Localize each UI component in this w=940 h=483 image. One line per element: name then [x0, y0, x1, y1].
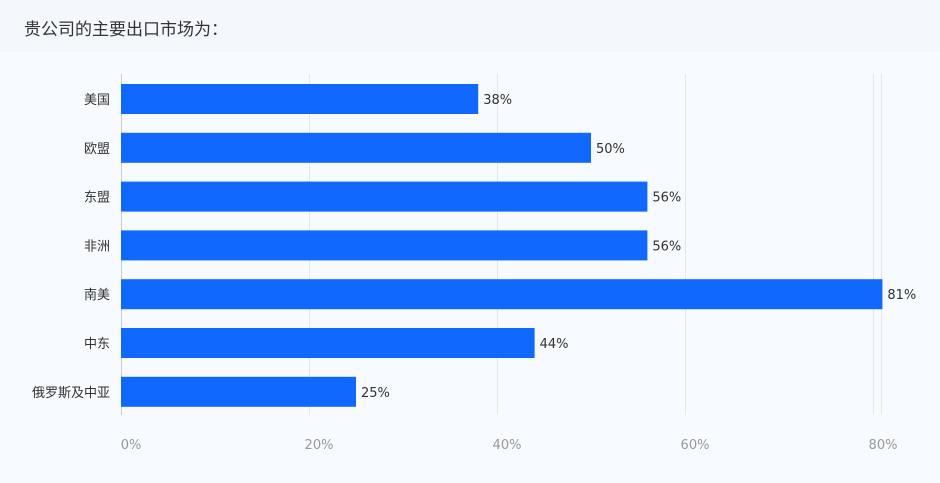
- value-label: 44%: [540, 337, 569, 352]
- x-tick-label: 40%: [493, 438, 522, 453]
- question-title: 贵公司的主要出口市场为：: [24, 20, 228, 40]
- category-label: 中东: [84, 337, 110, 352]
- category-label: 欧盟: [84, 142, 110, 157]
- value-label: 56%: [652, 191, 681, 206]
- category-label: 非洲: [84, 239, 110, 254]
- bar: [121, 132, 591, 163]
- value-label: 81%: [887, 288, 916, 303]
- bar: [121, 376, 356, 407]
- value-label: 38%: [483, 93, 512, 108]
- bar: [121, 181, 648, 212]
- x-tick-label: 60%: [681, 438, 710, 453]
- value-label: 56%: [652, 239, 681, 254]
- x-tick-label: 80%: [869, 438, 898, 453]
- bar: [121, 279, 883, 310]
- bar: [121, 84, 479, 114]
- category-label: 俄罗斯及中亚: [32, 386, 110, 401]
- bar: [121, 230, 648, 261]
- category-label: 南美: [84, 287, 110, 303]
- category-label: 东盟: [84, 191, 110, 206]
- x-tick-label: 20%: [305, 438, 334, 453]
- category-label: 美国: [84, 93, 110, 108]
- value-label: 50%: [596, 142, 625, 157]
- x-tick-label: 0%: [121, 438, 142, 453]
- value-label: 25%: [361, 386, 390, 401]
- chart-panel: [0, 52, 940, 483]
- bar: [121, 328, 535, 358]
